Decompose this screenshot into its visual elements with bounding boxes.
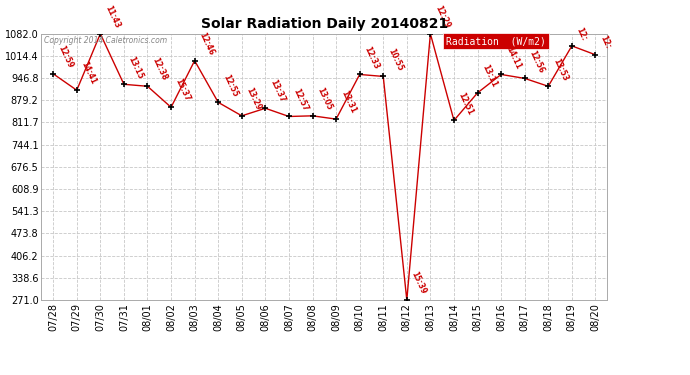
Text: 12:38: 12:38 (150, 56, 168, 82)
Text: Copyright 2014 Caletronics.com: Copyright 2014 Caletronics.com (44, 36, 168, 45)
Text: 12:51: 12:51 (457, 91, 475, 116)
Text: 13:15: 13:15 (127, 55, 145, 80)
Text: 13:05: 13:05 (315, 86, 333, 112)
Text: 12:33: 12:33 (362, 45, 381, 70)
Text: 14:41: 14:41 (79, 60, 98, 86)
Text: 13:31: 13:31 (339, 89, 357, 115)
Title: Solar Radiation Daily 20140821: Solar Radiation Daily 20140821 (201, 17, 448, 31)
Text: 15:39: 15:39 (410, 270, 428, 296)
Text: 12:: 12: (575, 26, 589, 42)
Text: 12:57: 12:57 (292, 87, 310, 112)
Text: 14:11: 14:11 (504, 45, 522, 70)
Text: 15:37: 15:37 (174, 78, 193, 103)
Text: 12:56: 12:56 (527, 49, 546, 74)
Text: 11:43: 11:43 (103, 4, 121, 30)
Text: 13:37: 13:37 (268, 78, 286, 104)
Text: 12:: 12: (598, 34, 612, 51)
Text: 12:46: 12:46 (197, 31, 216, 57)
Text: 12:55: 12:55 (221, 73, 239, 98)
Text: 13:11: 13:11 (480, 63, 499, 88)
Text: 13:29: 13:29 (244, 86, 263, 112)
Text: 12:59: 12:59 (56, 44, 75, 70)
Text: 10:55: 10:55 (386, 47, 404, 72)
Text: 13:53: 13:53 (551, 57, 569, 82)
Text: 12:29: 12:29 (433, 4, 451, 30)
Text: Radiation  (W/m2): Radiation (W/m2) (446, 36, 546, 46)
